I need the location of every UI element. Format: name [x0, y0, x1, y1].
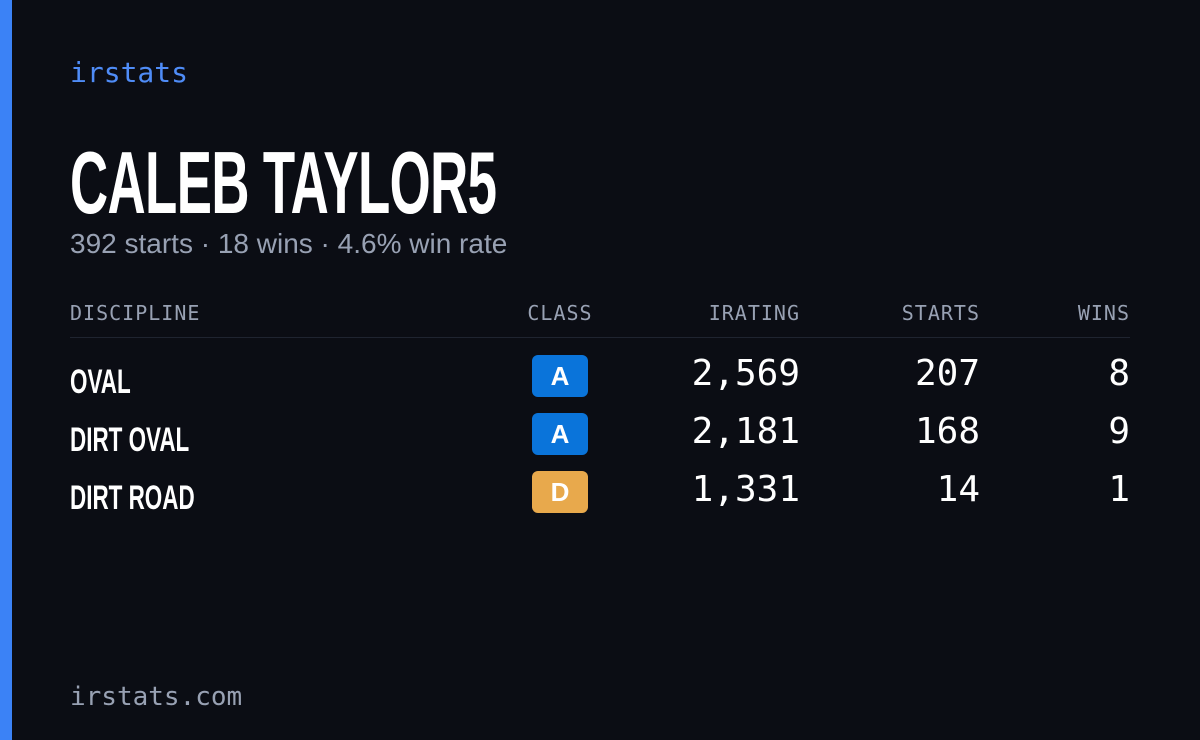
- column-header: IRATING: [708, 301, 800, 325]
- brand: irstats: [70, 56, 189, 89]
- irating: 1,331: [691, 469, 800, 510]
- class-badge: A: [532, 413, 588, 455]
- column-header: STARTS: [901, 301, 980, 325]
- footer: irstats.com: [70, 682, 243, 712]
- accent-bar: [0, 0, 12, 740]
- irating: 2,181: [691, 411, 800, 452]
- column-header: CLASS: [527, 301, 593, 325]
- irating: 2,569: [691, 353, 800, 394]
- discipline: DIRT ROAD: [70, 479, 195, 517]
- wins: 9: [1108, 411, 1130, 452]
- column-header: WINS: [1077, 301, 1130, 325]
- discipline: OVAL: [70, 363, 131, 401]
- header-rule: [70, 337, 1130, 338]
- player-name: CALEB TAYLOR5: [70, 133, 497, 232]
- column-header: DISCIPLINE: [70, 301, 201, 325]
- starts: 14: [936, 469, 980, 510]
- starts: 168: [914, 411, 980, 452]
- wins: 1: [1108, 469, 1130, 510]
- class-badge: A: [532, 355, 588, 397]
- discipline: DIRT OVAL: [70, 421, 190, 459]
- starts: 207: [914, 353, 980, 394]
- wins: 8: [1108, 353, 1130, 394]
- summary: 392 starts · 18 wins · 4.6% win rate: [70, 228, 508, 259]
- class-badge: D: [532, 471, 588, 513]
